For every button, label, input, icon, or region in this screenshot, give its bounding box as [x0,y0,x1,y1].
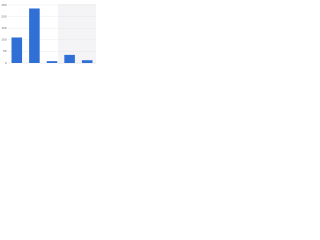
bar [46,61,58,63]
shaded-region [58,4,96,64]
y-tick-label: 250 [1,3,6,7]
chart: 0 50 100 150 200 250 [1,3,96,65]
bar [64,54,75,63]
y-tick-label: 200 [1,14,6,18]
y-tick-label: 0 [5,61,7,65]
bar [29,8,40,63]
y-tick-label: 150 [1,26,6,30]
y-tick-label: 50 [3,49,7,53]
y-tick-label: 100 [1,38,6,42]
bar [11,37,23,63]
bar [81,60,93,63]
